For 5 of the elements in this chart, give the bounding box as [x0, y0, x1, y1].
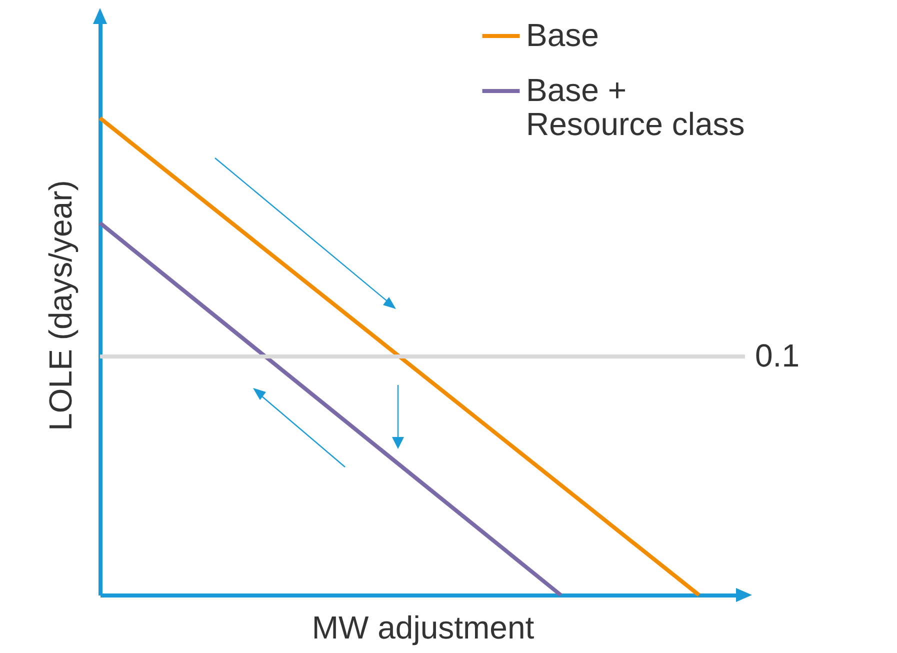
text: 0.1: [755, 338, 800, 374]
y-axis-title: LOLE (days/year): [42, 180, 78, 431]
legend-label: Base: [526, 17, 599, 53]
legend-label: Base + Resource class: [526, 72, 745, 142]
x-axis-title: MW adjustment: [312, 610, 534, 646]
